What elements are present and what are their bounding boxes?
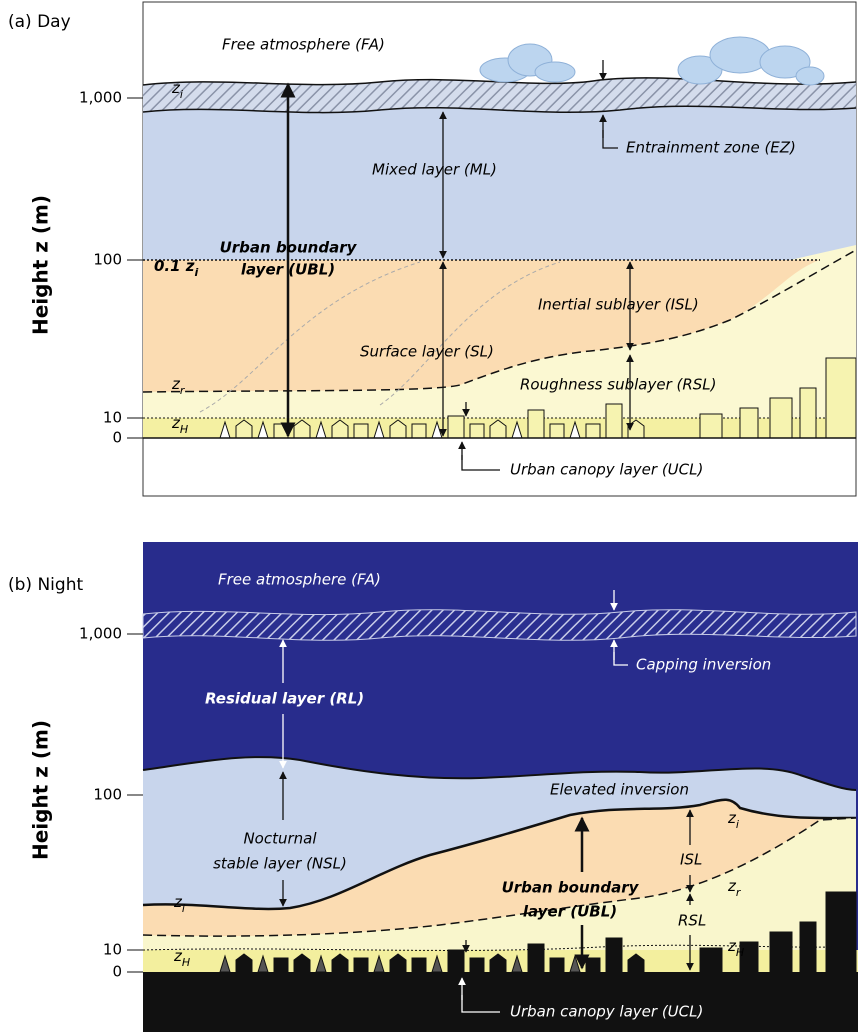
ubl-label: layer (UBL) [523,903,617,921]
building [470,424,484,438]
building [606,404,622,438]
ground [143,972,858,1032]
mixed-layer [143,106,856,260]
zh-label-sub: H [736,946,744,959]
panel-night [143,542,858,1032]
fa-label: Free atmosphere (FA) [218,571,381,589]
tall-building [700,414,722,438]
building [586,424,600,438]
axis-title: Height z (m) [29,720,53,860]
building [550,958,564,972]
building [412,424,426,438]
ubl-label: Urban boundary [502,879,640,897]
building [586,958,600,972]
building [354,958,368,972]
ml-label: Mixed layer (ML) [372,161,497,179]
tall-building [826,892,856,972]
tall-building [800,388,816,438]
elevated-inversion-label: Elevated inversion [550,781,689,799]
building [606,938,622,972]
isl-label: ISL [680,851,702,869]
zi-label-sub: i [182,902,185,915]
panel-label: (a) Day [8,12,71,32]
ubl-label: Urban boundary [220,239,358,257]
zh-label-sub: H [180,423,188,436]
rsl-label: Roughness sublayer (RSL) [520,376,717,394]
building [448,416,464,438]
fa-label: Free atmosphere (FA) [222,36,385,54]
building [528,410,544,438]
nsl-label: Nocturnal [243,830,317,848]
building [528,944,544,972]
y-tick-label: 0 [112,429,122,447]
y-tick-label: 10 [103,409,122,427]
ez-label: Entrainment zone (EZ) [626,139,796,157]
tall-building [826,358,856,438]
figure: (a) DayHeight z (m)1,000100100Free atmos… [0,0,858,1032]
y-tick-label: 0 [112,963,122,981]
isl-label: Inertial sublayer (ISL) [538,296,699,314]
tall-building [740,408,758,438]
nsl-label: stable layer (NSL) [213,855,347,873]
ubl-label: layer (UBL) [241,261,335,279]
panel-label: (b) Night [8,575,83,595]
y-tick-label: 1,000 [79,89,122,107]
building [274,958,288,972]
zi-label-sub: i [736,818,739,831]
building [550,424,564,438]
ucl-label: Urban canopy layer (UCL) [510,461,703,479]
rsl-label: RSL [678,912,706,930]
tall-building [770,398,792,438]
axis-title: Height z (m) [29,195,53,335]
building [354,424,368,438]
building [448,950,464,972]
zi-label-sub: i [180,88,183,101]
sl-label: Surface layer (SL) [360,343,494,361]
ucl-label: Urban canopy layer (UCL) [510,1003,703,1021]
building [412,958,426,972]
rl-label: Residual layer (RL) [205,690,364,708]
tall-building [700,948,722,972]
point-one-zi-label-sub: i [195,266,199,279]
zh-label-sub: H [182,956,190,969]
y-tick-label: 100 [93,786,122,804]
tall-building [800,922,816,972]
y-tick-label: 10 [103,941,122,959]
building [470,958,484,972]
building [274,424,288,438]
y-tick-label: 1,000 [79,625,122,643]
capping-inversion-band [143,610,856,641]
y-tick-label: 100 [93,251,122,269]
tall-building [770,932,792,972]
point-one-zi-label-base: 0.1 z [154,257,195,275]
capping-label: Capping inversion [636,656,771,674]
